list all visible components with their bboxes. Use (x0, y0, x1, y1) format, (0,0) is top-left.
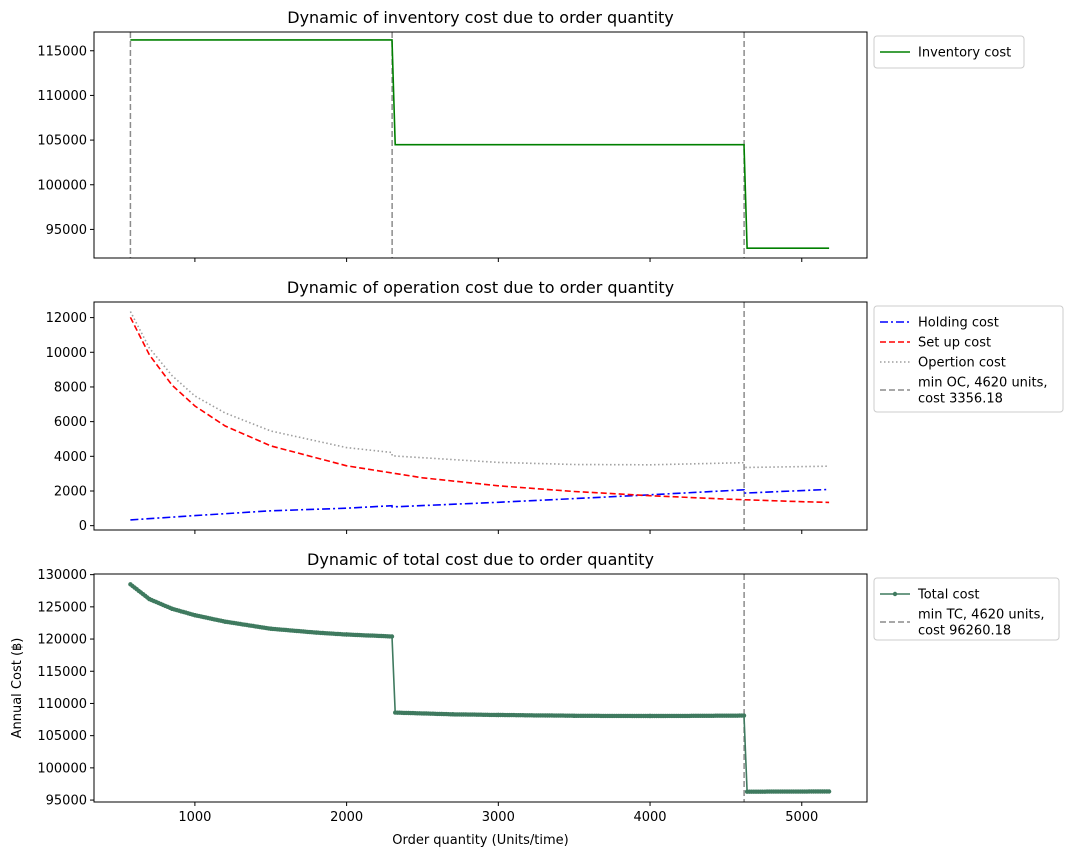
x-tick-label: 4000 (633, 810, 666, 825)
legend: Holding cost Set up cost Opertion cost min … (873, 305, 1064, 413)
y-tick-label: 100000 (37, 178, 87, 193)
y-tick-label: 12000 (46, 311, 87, 326)
y-tick-label: 115000 (37, 665, 87, 680)
series-line (129, 583, 830, 793)
y-tick-label: 6000 (54, 415, 87, 430)
plot-area (129, 32, 830, 258)
legend-marker (892, 591, 898, 597)
legend-label-line: cost 96260.18 (918, 624, 1011, 639)
series-line (130, 39, 830, 249)
y-tick-label: 4000 (54, 450, 87, 465)
x-tick-label: 3000 (482, 810, 515, 825)
legend-label: Total cost (917, 588, 979, 603)
legend-box (873, 35, 1025, 69)
y-tick-label: 120000 (37, 633, 87, 648)
series-line (129, 311, 830, 469)
legend-label-line: Set up cost (918, 336, 991, 351)
legend-box (873, 577, 1060, 641)
legend-label: min OC, 4620 units, cost 3356.18 (918, 376, 1048, 407)
y-tick-label: 10000 (46, 346, 87, 361)
y-tick-label: 105000 (37, 729, 87, 744)
chart-title: Dynamic of total cost due to order quant… (307, 550, 654, 569)
legend-label-line: min TC, 4620 units, (918, 608, 1044, 623)
y-tick-label: 115000 (37, 44, 87, 59)
x-tick-label: 5000 (785, 810, 818, 825)
y-tick-label: 100000 (37, 761, 87, 776)
legend-label: Opertion cost (918, 356, 1006, 371)
chart-title: Dynamic of inventory cost due to order q… (287, 8, 674, 27)
legend-label-line: Opertion cost (918, 356, 1006, 371)
legend: Total cost min TC, 4620 units, cost 96260.… (873, 577, 1060, 641)
y-axis-label: Annual Cost (฿) (10, 638, 25, 739)
legend-label-line: Total cost (917, 588, 979, 603)
chart-title: Dynamic of operation cost due to order q… (287, 278, 674, 297)
series-line (129, 316, 830, 504)
legend-label: Holding cost (918, 316, 999, 331)
legend-box (873, 305, 1064, 413)
x-tick-label: 2000 (330, 810, 363, 825)
data-point (826, 789, 832, 794)
y-tick-label: 130000 (37, 568, 87, 583)
y-tick-label: 95000 (46, 794, 87, 809)
legend-label: Set up cost (918, 336, 991, 351)
data-point (389, 634, 395, 639)
y-tick-label: 105000 (37, 134, 87, 149)
series-line (130, 488, 830, 521)
legend-label-line: cost 3356.18 (918, 392, 1003, 407)
axes-frame (93, 31, 868, 259)
chart-panel-2: Dynamic of operation cost due to order q… (46, 278, 1064, 534)
y-tick-label: 110000 (37, 697, 87, 712)
x-axis-label: Order quantity (Units/time) (392, 833, 569, 848)
legend-label: Inventory cost (918, 46, 1011, 61)
legend-label-line: Inventory cost (918, 46, 1011, 61)
x-tick-label: 1000 (178, 810, 211, 825)
data-point (741, 713, 747, 718)
axes-frame (93, 301, 868, 531)
legend-label-line: min OC, 4620 units, (918, 376, 1048, 391)
y-tick-label: 95000 (46, 223, 87, 238)
chart-panel-3: Dynamic of total cost due to order quant… (10, 550, 1060, 848)
plot-area (129, 302, 830, 530)
y-tick-label: 0 (79, 519, 87, 534)
chart-panel-1: Dynamic of inventory cost due to order q… (37, 8, 1025, 262)
y-tick-label: 125000 (37, 600, 87, 615)
legend-label: min TC, 4620 units, cost 96260.18 (918, 608, 1044, 639)
axes-frame (93, 573, 868, 803)
y-tick-label: 110000 (37, 89, 87, 104)
y-tick-label: 8000 (54, 380, 87, 395)
legend-label-line: Holding cost (918, 316, 999, 331)
y-tick-label: 2000 (54, 484, 87, 499)
plot-area (128, 574, 832, 802)
legend: Inventory cost (873, 35, 1025, 69)
